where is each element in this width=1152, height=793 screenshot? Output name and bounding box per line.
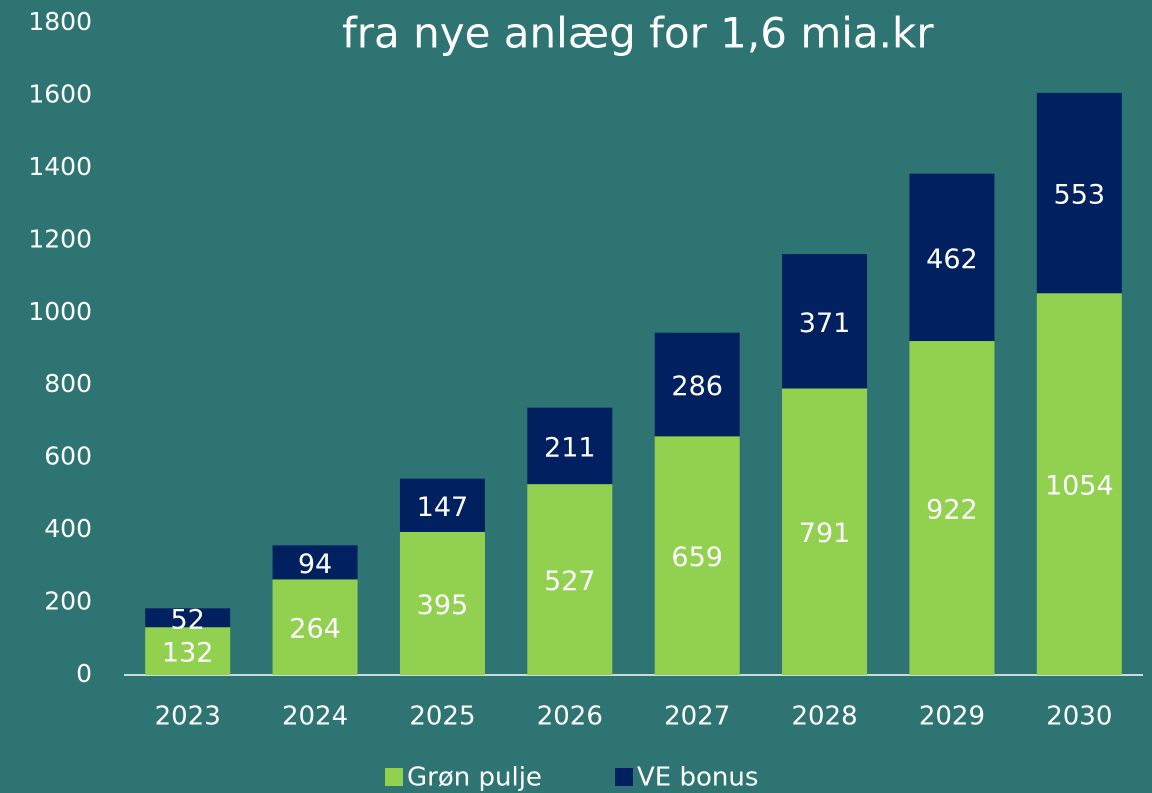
data-label: 553	[1054, 180, 1106, 211]
bar-segment	[272, 545, 358, 580]
bar-segment	[654, 332, 740, 437]
bar-segment	[782, 388, 868, 675]
y-tick-label: 800	[44, 369, 92, 398]
bar-segment	[782, 254, 868, 389]
y-tick-label: 1400	[28, 152, 92, 181]
data-label: 395	[417, 590, 469, 621]
x-tick-label: 2026	[537, 702, 603, 732]
legend-swatch	[615, 768, 633, 786]
data-label: 462	[926, 244, 978, 275]
data-label: 659	[671, 542, 723, 573]
data-label: 147	[417, 492, 469, 523]
data-label: 371	[799, 308, 851, 339]
y-tick-label: 600	[44, 442, 92, 471]
data-label: 52	[171, 604, 205, 635]
data-label: 264	[289, 614, 341, 645]
legend-swatch	[385, 768, 403, 786]
y-tick-label: 1200	[28, 224, 92, 253]
bar-segment	[1036, 92, 1122, 294]
data-label: 286	[671, 371, 723, 402]
bar-segment	[145, 608, 231, 628]
y-tick-label: 400	[44, 514, 92, 543]
y-tick-label: 1000	[28, 297, 92, 326]
legend-label: VE bonus	[637, 763, 758, 793]
y-tick-label: 1600	[28, 79, 92, 108]
legend-label: Grøn pulje	[407, 763, 542, 793]
x-tick-label: 2030	[1046, 702, 1112, 732]
bar-segment	[654, 436, 740, 675]
bar-segment	[909, 341, 995, 675]
data-label: 791	[799, 518, 851, 549]
bar-segment	[272, 579, 358, 675]
data-label: 132	[162, 638, 214, 669]
x-tick-label: 2028	[791, 702, 857, 732]
bar-segment	[399, 478, 485, 532]
data-label: 211	[544, 432, 596, 463]
y-tick-label: 1800	[28, 7, 92, 36]
x-tick-label: 2025	[409, 702, 475, 732]
data-label: 922	[926, 495, 978, 526]
x-tick-label: 2024	[282, 702, 348, 732]
chart-title: fra nye anlæg for 1,6 mia.kr	[342, 9, 934, 58]
x-tick-label: 2027	[664, 702, 730, 732]
bar-segment	[1036, 293, 1122, 675]
x-tick-label: 2023	[155, 702, 221, 732]
data-label: 94	[298, 549, 332, 580]
bar-segment	[399, 531, 485, 675]
bar-segment	[527, 407, 613, 485]
y-tick-label: 200	[44, 587, 92, 616]
x-tick-label: 2029	[919, 702, 985, 732]
data-label: 1054	[1045, 471, 1114, 502]
y-tick-label: 0	[76, 659, 92, 688]
bar-segment	[909, 173, 995, 342]
bar-segment	[527, 484, 613, 675]
data-label: 527	[544, 566, 596, 597]
bar-segment	[145, 627, 231, 675]
